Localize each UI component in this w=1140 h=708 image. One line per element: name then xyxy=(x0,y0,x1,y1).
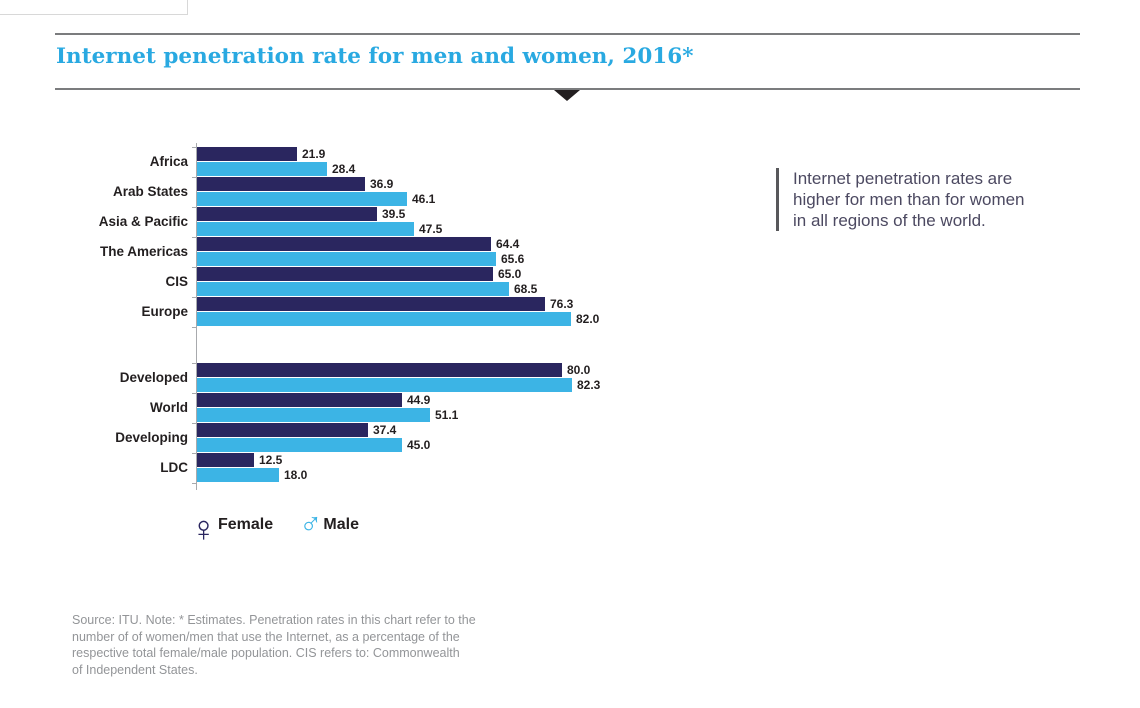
category-label: Developing xyxy=(115,430,188,445)
female-bar: 44.9 xyxy=(197,393,430,407)
female-bar: 37.4 xyxy=(197,423,396,437)
value-label: 18.0 xyxy=(284,468,308,482)
legend-label: Female xyxy=(218,516,274,533)
male-bar: 82.3 xyxy=(197,378,600,392)
category-label: The Americas xyxy=(99,244,188,259)
category-label: LDC xyxy=(160,460,188,475)
value-label: 46.1 xyxy=(412,192,436,206)
axis-tick xyxy=(192,483,196,484)
legend-item-male: ♂ Male xyxy=(299,507,359,538)
female-bar: 36.9 xyxy=(197,177,393,191)
value-label: 37.4 xyxy=(373,423,397,437)
male-bar: 18.0 xyxy=(197,468,307,482)
female-sign-icon: ♀ xyxy=(190,508,217,549)
female-bar: 80.0 xyxy=(197,363,590,377)
value-label: 51.1 xyxy=(435,408,459,422)
male-bar: 45.0 xyxy=(197,438,430,452)
source-note: Source: ITU. Note: * Estimates. Penetrat… xyxy=(72,612,492,678)
category-label: Europe xyxy=(141,304,188,319)
female-bar: 39.5 xyxy=(197,207,405,221)
axis-tick xyxy=(192,327,196,328)
category-label: World xyxy=(150,400,188,415)
female-bar: 76.3 xyxy=(197,297,573,311)
category-label: Africa xyxy=(149,154,188,169)
title-divider-line xyxy=(55,88,1080,90)
axis-tick xyxy=(192,423,196,424)
value-label: 28.4 xyxy=(332,162,356,176)
female-bar: 65.0 xyxy=(197,267,521,281)
axis-tick xyxy=(192,207,196,208)
axis-tick xyxy=(192,297,196,298)
chart-row: Developed 80.0 82.3 xyxy=(0,363,760,393)
chart-row: World 44.9 51.1 xyxy=(0,393,760,423)
chart-row: Arab States 36.9 46.1 xyxy=(0,177,760,207)
male-bar: 82.0 xyxy=(197,312,599,326)
annotation-line: Internet penetration rates are xyxy=(793,169,1013,188)
value-label: 44.9 xyxy=(407,393,431,407)
female-bar: 12.5 xyxy=(197,453,282,467)
source-line: of Independent States. xyxy=(72,662,198,677)
axis-tick xyxy=(192,453,196,454)
value-label: 64.4 xyxy=(496,237,520,251)
axis-tick xyxy=(192,363,196,364)
top-divider-line xyxy=(55,33,1080,35)
value-label: 80.0 xyxy=(567,363,591,377)
category-label: Developed xyxy=(119,370,188,385)
chart-row: Asia & Pacific 39.5 47.5 xyxy=(0,207,760,237)
chart-legend: ♀ Female ♂ Male xyxy=(190,503,359,547)
axis-tick xyxy=(192,147,196,148)
value-label: 36.9 xyxy=(370,177,394,191)
male-bar: 51.1 xyxy=(197,408,458,422)
male-bar: 47.5 xyxy=(197,222,442,236)
value-label: 12.5 xyxy=(259,453,283,467)
chart-row: Africa 21.9 28.4 xyxy=(0,147,760,177)
source-line: number of of women/men that use the Inte… xyxy=(72,629,460,644)
down-triangle-icon xyxy=(554,90,580,101)
chart-row: The Americas 64.4 65.6 xyxy=(0,237,760,267)
legend-label: Male xyxy=(323,516,359,533)
annotation-line: in all regions of the world. xyxy=(793,211,986,230)
category-label: Arab States xyxy=(112,184,188,199)
value-label: 82.3 xyxy=(577,378,601,392)
bar-chart: Africa 21.9 28.4 Arab States 36.9 46.1 Asia & … xyxy=(0,143,760,490)
male-bar: 28.4 xyxy=(197,162,355,176)
source-line: Source: ITU. Note: * Estimates. Penetrat… xyxy=(72,613,476,627)
category-label: Asia & Pacific xyxy=(98,214,188,229)
male-bar: 46.1 xyxy=(197,192,435,206)
legend-item-female: ♀ Female xyxy=(190,503,273,547)
category-label: CIS xyxy=(165,274,188,289)
value-label: 65.0 xyxy=(498,267,522,281)
male-bar: 65.6 xyxy=(197,252,524,266)
source-line: respective total female/male population.… xyxy=(72,646,460,660)
annotation-line: higher for men than for women xyxy=(793,190,1025,209)
axis-tick xyxy=(192,267,196,268)
value-label: 47.5 xyxy=(419,222,443,236)
group-spacer xyxy=(0,327,760,363)
value-label: 45.0 xyxy=(407,438,431,452)
axis-tick xyxy=(192,237,196,238)
axis-tick xyxy=(192,393,196,394)
value-label: 68.5 xyxy=(514,282,538,296)
male-bar: 68.5 xyxy=(197,282,537,296)
chart-title: Internet penetration rate for men and wo… xyxy=(56,44,694,69)
male-sign-icon: ♂ xyxy=(299,504,323,540)
annotation-callout: Internet penetration rates are higher fo… xyxy=(776,168,1083,231)
chart-row: CIS 65.0 68.5 xyxy=(0,267,760,297)
chart-row: Europe 76.3 82.0 xyxy=(0,297,760,327)
value-label: 76.3 xyxy=(550,297,574,311)
chart-row: Developing 37.4 45.0 xyxy=(0,423,760,453)
value-label: 39.5 xyxy=(382,207,406,221)
chart-rows: Africa 21.9 28.4 Arab States 36.9 46.1 Asia & … xyxy=(0,147,760,483)
female-bar: 64.4 xyxy=(197,237,519,251)
value-label: 82.0 xyxy=(576,312,600,326)
female-bar: 21.9 xyxy=(197,147,325,161)
value-label: 65.6 xyxy=(501,252,525,266)
top-left-crop-box xyxy=(0,0,188,15)
chart-row: LDC 12.5 18.0 xyxy=(0,453,760,483)
value-label: 21.9 xyxy=(302,147,326,161)
axis-tick xyxy=(192,177,196,178)
y-axis-line xyxy=(192,143,197,490)
